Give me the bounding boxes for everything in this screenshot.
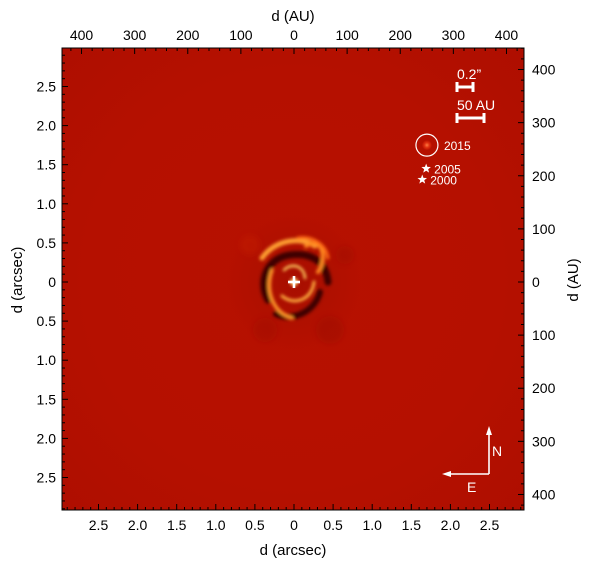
x-tick-label-top: 300 (442, 27, 466, 43)
star-icon (421, 163, 431, 173)
scale-bar-arcsec-label: 0.2” (457, 66, 481, 82)
y-tick-label-right: 100 (532, 221, 556, 237)
scale-bar-au-label: 50 AU (457, 97, 495, 113)
y-tick-label-left: 1.0 (37, 352, 57, 368)
compass (442, 426, 492, 477)
x-tick-label-bottom: 0.5 (323, 517, 343, 533)
y-tick-label-right: 200 (532, 168, 556, 184)
y-tick-label-left: 2.0 (37, 118, 57, 134)
x-tick-label-bottom: 2.0 (441, 517, 461, 533)
scale-bars (455, 82, 486, 123)
x-tick-label-bottom: 1.0 (362, 517, 382, 533)
x-tick-label-top: 100 (335, 27, 359, 43)
star-icon (417, 174, 427, 184)
x-tick-label-top: 200 (389, 27, 413, 43)
x-axis-bottom-title: d (arcsec) (260, 542, 327, 559)
y-tick-label-right: 400 (532, 486, 556, 502)
y-tick-label-left: 2.0 (37, 430, 57, 446)
y-tick-label-left: 0.5 (37, 235, 57, 251)
y-tick-label-left: 0 (48, 274, 56, 290)
scale-bar-arcsec (455, 82, 475, 92)
y-tick-label-right: 200 (532, 380, 556, 396)
y-axis-left-title: d (arcsec) (9, 247, 26, 314)
north-arrowhead-icon (486, 426, 492, 435)
x-tick-label-bottom: 1.0 (206, 517, 226, 533)
x-tick-label-bottom: 2.5 (480, 517, 500, 533)
epoch-label-2015: 2015 (444, 139, 471, 153)
axis-ticks (62, 47, 524, 510)
y-axis-right-title: d (AU) (565, 258, 582, 301)
x-tick-label-bottom: 1.5 (167, 517, 187, 533)
y-tick-label-right: 300 (532, 433, 556, 449)
x-tick-label-top: 200 (176, 27, 200, 43)
spiral-disk (259, 236, 332, 320)
y-tick-label-left: 1.0 (37, 196, 57, 212)
x-tick-label-top: 100 (229, 27, 253, 43)
east-arrowhead-icon (442, 471, 451, 477)
scale-bar-au (455, 113, 486, 123)
compass-north-label: N (492, 443, 502, 459)
y-tick-label-left: 1.5 (37, 391, 57, 407)
star-center-cross (288, 276, 300, 288)
circled-dot-icon (415, 133, 439, 157)
y-tick-label-right: 400 (532, 62, 556, 78)
x-tick-label-bottom: 1.5 (402, 517, 422, 533)
x-tick-label-bottom: 2.0 (128, 517, 148, 533)
y-tick-label-left: 2.5 (37, 79, 57, 95)
y-tick-label-left: 0.5 (37, 313, 57, 329)
x-axis-top-title: d (AU) (271, 8, 314, 25)
y-tick-label-right: 100 (532, 327, 556, 343)
residual-speckle (240, 235, 354, 344)
y-tick-label-right: 300 (532, 115, 556, 131)
x-tick-label-top: 400 (70, 27, 94, 43)
x-tick-label-top: 300 (123, 27, 147, 43)
y-tick-label-left: 1.5 (37, 157, 57, 173)
axis-tick-labels: 2.5 2.0 1.5 1.0 0.5 0 0.5 1.0 1.5 2.0 2.5 2.5 2.0 1.5… (37, 27, 556, 533)
compass-east-label: E (467, 479, 476, 495)
epoch-label-2000: 2000 (430, 174, 457, 188)
x-tick-label-top: 400 (495, 27, 519, 43)
x-tick-label-bottom: 0 (290, 517, 298, 533)
x-tick-label-bottom: 0.5 (245, 517, 265, 533)
planet-2015-dot (421, 140, 432, 151)
y-tick-label-left: 2.5 (37, 470, 57, 486)
epoch-label-2005: 2005 (434, 163, 461, 177)
x-tick-label-top: 0 (290, 27, 298, 43)
plot-frame (61, 47, 525, 511)
x-tick-label-bottom: 2.5 (89, 517, 109, 533)
y-tick-label-right: 0 (532, 274, 540, 290)
